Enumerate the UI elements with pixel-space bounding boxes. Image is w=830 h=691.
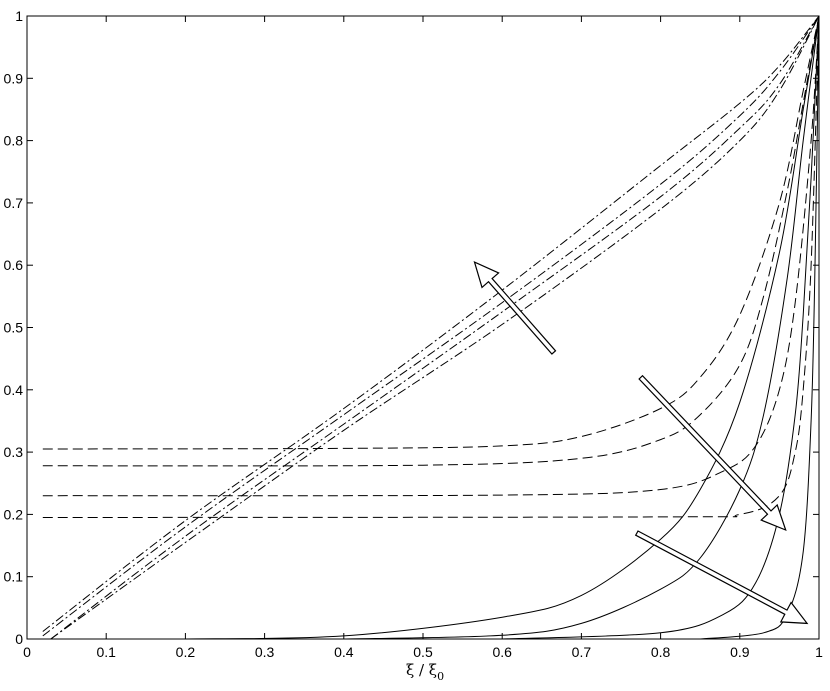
x-tick-label: 0.6 <box>492 644 512 660</box>
x-tick-label: 0.4 <box>334 644 354 660</box>
y-tick-label: 0.6 <box>4 257 24 273</box>
x-tick-label: 0.2 <box>176 644 196 660</box>
series-dash-dot-1 <box>42 15 820 632</box>
y-tick-label: 0.5 <box>4 320 24 336</box>
arrows-layer <box>473 261 809 625</box>
trend-arrow-3 <box>634 530 809 625</box>
x-tick-label: 0.5 <box>413 644 433 660</box>
x-tick-label: 0.8 <box>651 644 671 660</box>
series-dashed-1 <box>42 15 820 450</box>
series-dashed-3 <box>42 15 820 497</box>
x-axis-label: ξ / ξ0 <box>406 661 444 683</box>
trend-arrow-2 <box>638 374 787 532</box>
y-tick-label: 0.3 <box>4 444 24 460</box>
series-solid-2 <box>343 15 820 640</box>
ticks-layer: 0 0.1 0.2 0.3 0.4 0.5 0.6 0.7 0.8 0.9 1 0 0.1 0.2 0.3 0… <box>4 8 824 660</box>
y-tick-label: 0.9 <box>4 70 24 86</box>
x-tick-label: 1 <box>815 644 823 660</box>
y-tick-label: 1 <box>15 8 23 24</box>
y-tick-label: 0.2 <box>4 506 24 522</box>
x-axis-label-main: ξ / ξ <box>406 661 437 679</box>
x-axis-label-subscript: 0 <box>437 670 444 683</box>
x-tick-label: 0.1 <box>96 644 116 660</box>
series-dash-dot-3 <box>50 15 820 640</box>
series-solid-4 <box>700 15 820 640</box>
series-dash-dot-4 <box>50 15 820 640</box>
x-tick-label: 0 <box>23 644 31 660</box>
y-tick-label: 0.4 <box>4 382 24 398</box>
y-tick-label: 0.8 <box>4 133 24 149</box>
x-tick-label: 0.3 <box>255 644 275 660</box>
plot-frame <box>26 15 820 640</box>
y-tick-label: 0.7 <box>4 195 24 211</box>
series-dashed-4 <box>42 15 820 518</box>
curves-layer <box>42 15 820 640</box>
x-tick-label: 0.9 <box>730 644 750 660</box>
x-tick-label: 0.7 <box>572 644 592 660</box>
series-solid-1 <box>185 15 820 640</box>
series-solid-3 <box>502 15 820 640</box>
y-tick-label: 0 <box>15 631 23 647</box>
series-dashed-2 <box>42 15 820 467</box>
series-dash-dot-2 <box>42 15 820 637</box>
y-tick-label: 0.1 <box>4 569 24 585</box>
trend-arrow-1 <box>473 261 557 355</box>
